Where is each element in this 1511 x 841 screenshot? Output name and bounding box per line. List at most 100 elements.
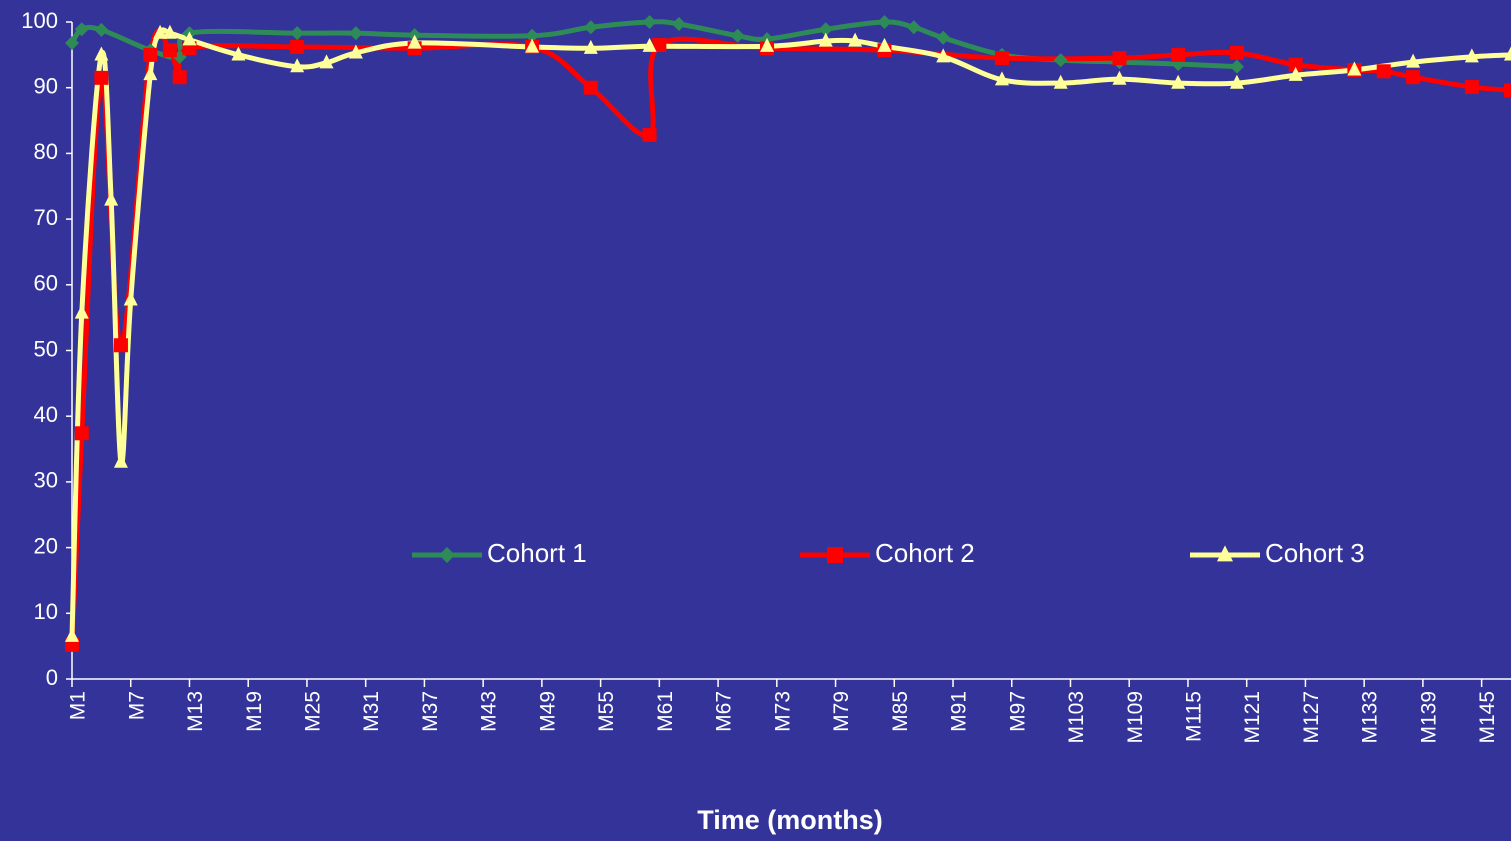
data-point [1504, 83, 1511, 98]
x-tick-label: M103 [1065, 691, 1088, 744]
data-point [231, 46, 246, 61]
data-point [583, 39, 598, 54]
data-point [1229, 59, 1244, 74]
x-tick-label: M7 [125, 691, 148, 720]
data-point [1376, 64, 1391, 79]
x-tick-label: M43 [478, 691, 501, 732]
data-point [642, 15, 657, 29]
data-point [1053, 53, 1068, 68]
data-point [143, 47, 158, 62]
x-tick-label: M91 [948, 691, 971, 732]
y-tick-label: 90 [34, 74, 58, 99]
x-tick-label: M133 [1359, 691, 1382, 744]
y-tick-label: 40 [34, 402, 58, 427]
x-tick-label: M61 [654, 691, 677, 732]
x-tick-label: M49 [536, 691, 559, 732]
data-point [1406, 53, 1421, 68]
y-tick-label: 70 [34, 205, 58, 230]
legend-marker [827, 547, 843, 563]
x-tick-label: M73 [771, 691, 794, 732]
data-point [74, 304, 89, 319]
data-point [113, 453, 128, 468]
data-point [1229, 45, 1244, 60]
data-point [1504, 46, 1511, 61]
data-point [94, 46, 109, 61]
data-point [74, 426, 89, 441]
legend-marker [1217, 545, 1233, 562]
legend-label: Cohort 3 [1265, 538, 1365, 568]
data-point [1406, 70, 1421, 85]
data-point [760, 37, 775, 52]
data-point [143, 66, 158, 81]
data-point [1171, 74, 1186, 89]
data-point [1171, 47, 1186, 62]
x-tick-label: M139 [1417, 691, 1440, 744]
y-tick-label: 100 [21, 8, 58, 33]
x-tick-label: M127 [1300, 691, 1323, 744]
data-point [172, 70, 187, 85]
data-point [818, 22, 833, 37]
data-point [290, 26, 305, 41]
data-point [162, 43, 177, 58]
y-tick-label: 50 [34, 336, 58, 361]
data-point [123, 291, 138, 306]
x-tick-label: M25 [301, 691, 324, 732]
data-point [407, 34, 422, 49]
data-point [1464, 48, 1479, 63]
data-point [642, 37, 657, 52]
x-tick-label: M37 [419, 691, 442, 732]
y-tick-label: 10 [34, 599, 58, 624]
y-tick-label: 0 [46, 665, 58, 690]
data-point [104, 191, 119, 206]
data-point [877, 15, 892, 29]
data-point [906, 20, 921, 35]
data-point [877, 37, 892, 52]
legend-marker [439, 547, 455, 563]
data-point [730, 28, 745, 43]
data-point [113, 338, 128, 353]
data-point [1288, 66, 1303, 81]
data-point [1464, 80, 1479, 95]
data-point [153, 24, 168, 39]
x-tick-label: M67 [713, 691, 736, 732]
data-point [1288, 57, 1303, 72]
x-tick-label: M85 [889, 691, 912, 732]
data-point [290, 39, 305, 54]
data-point [94, 70, 109, 85]
x-tick-label: M79 [830, 691, 853, 732]
data-point [74, 22, 89, 37]
data-point [290, 58, 305, 73]
legend-label: Cohort 2 [875, 538, 975, 568]
data-point [525, 28, 540, 43]
x-tick-label: M115 [1183, 691, 1206, 742]
data-point [583, 80, 598, 95]
data-point [818, 32, 833, 47]
x-tick-label: M19 [243, 691, 266, 732]
data-point [671, 16, 686, 31]
data-point [652, 37, 667, 52]
x-tick-label: M1 [67, 691, 90, 720]
data-point [348, 44, 363, 59]
data-point [1112, 70, 1127, 85]
data-point [182, 31, 197, 46]
data-point [936, 48, 951, 63]
x-tick-label: M145 [1476, 691, 1499, 744]
data-point [1347, 61, 1362, 76]
data-point [1229, 74, 1244, 89]
data-point [348, 26, 363, 41]
data-point [162, 24, 177, 39]
data-point [936, 30, 951, 45]
data-point [642, 128, 657, 143]
data-point [848, 32, 863, 47]
y-tick-label: 80 [34, 139, 58, 164]
x-tick-label: M97 [1006, 691, 1029, 732]
data-point [994, 51, 1009, 66]
x-axis-title: Time (months) [697, 805, 883, 835]
data-point [1112, 51, 1127, 66]
y-tick-label: 20 [34, 533, 58, 558]
data-point [525, 38, 540, 53]
x-tick-label: M55 [595, 691, 618, 732]
data-point [994, 71, 1009, 86]
data-point [94, 22, 109, 37]
